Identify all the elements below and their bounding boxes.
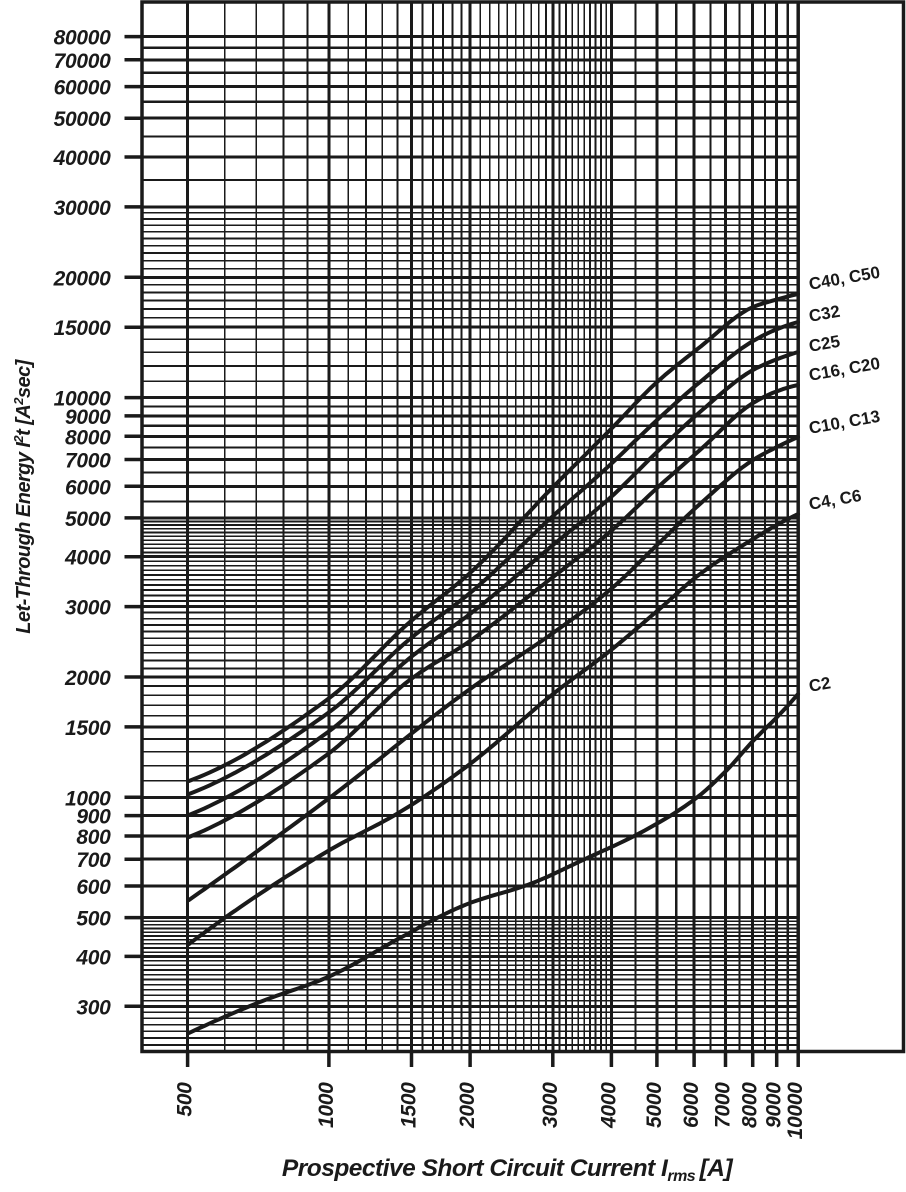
svg-text:4000: 4000 (597, 1082, 620, 1129)
svg-text:50000: 50000 (54, 108, 112, 131)
svg-text:10000: 10000 (54, 388, 112, 411)
svg-text:7000: 7000 (712, 1082, 735, 1128)
svg-text:8000: 8000 (739, 1082, 762, 1128)
svg-text:20000: 20000 (53, 267, 112, 290)
svg-text:700: 700 (76, 849, 111, 872)
svg-text:9000: 9000 (763, 1082, 786, 1128)
svg-text:5000: 5000 (643, 1082, 666, 1128)
svg-text:70000: 70000 (54, 50, 112, 73)
svg-text:80000: 80000 (54, 27, 112, 50)
svg-text:40000: 40000 (53, 147, 112, 170)
svg-text:9000: 9000 (65, 406, 111, 429)
svg-text:400: 400 (75, 946, 111, 969)
svg-text:1000: 1000 (315, 1082, 338, 1128)
svg-text:1500: 1500 (65, 717, 111, 740)
svg-text:60000: 60000 (54, 77, 112, 100)
svg-text:7000: 7000 (65, 450, 111, 473)
svg-text:3000: 3000 (65, 597, 111, 620)
svg-text:600: 600 (76, 876, 111, 899)
svg-text:30000: 30000 (54, 197, 112, 220)
svg-text:2000: 2000 (456, 1082, 479, 1129)
svg-text:C2: C2 (807, 673, 832, 695)
svg-text:500: 500 (174, 1082, 197, 1117)
svg-text:10000: 10000 (784, 1082, 807, 1140)
svg-text:5000: 5000 (65, 508, 111, 531)
svg-text:800: 800 (76, 826, 111, 849)
svg-text:3000: 3000 (539, 1082, 562, 1128)
svg-text:300: 300 (76, 996, 111, 1019)
svg-text:15000: 15000 (54, 317, 112, 340)
svg-text:1500: 1500 (398, 1082, 421, 1128)
svg-text:Prospective Short Circuit Curr: Prospective Short Circuit Current Irms [… (282, 1155, 734, 1185)
svg-text:8000: 8000 (65, 426, 111, 449)
svg-text:2000: 2000 (64, 667, 111, 690)
svg-text:900: 900 (76, 806, 111, 829)
svg-text:500: 500 (76, 908, 111, 931)
svg-text:6000: 6000 (680, 1082, 703, 1128)
svg-text:1000: 1000 (65, 787, 111, 810)
svg-text:4000: 4000 (64, 547, 111, 570)
svg-text:Let-Through Energy I2t [A2sec]: Let-Through Energy I2t [A2sec] (11, 358, 35, 633)
svg-text:6000: 6000 (65, 476, 111, 499)
